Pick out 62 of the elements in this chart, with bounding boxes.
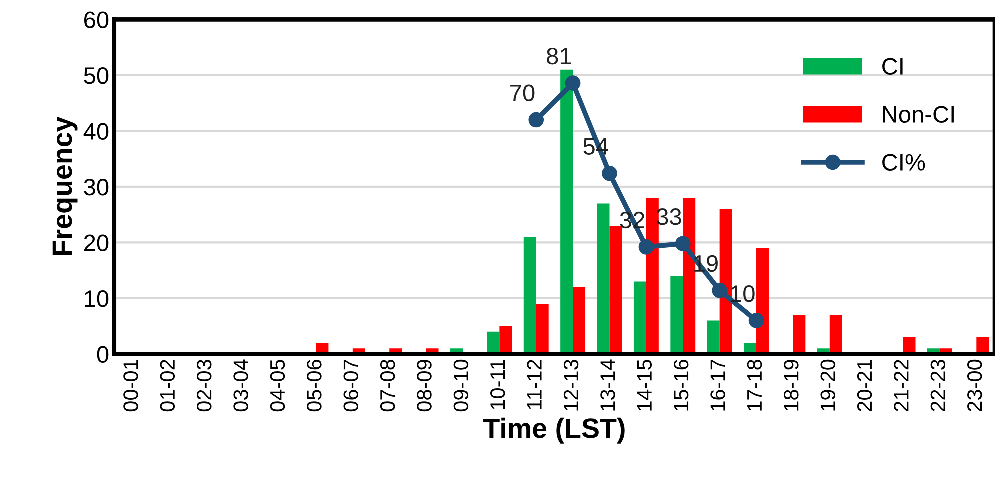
x-tick-label: 00-01 <box>124 360 138 412</box>
y-tick-label: 30 <box>84 179 109 196</box>
x-tick-label: 05-06 <box>307 360 322 412</box>
x-tick-label: 14-15 <box>637 360 652 411</box>
x-tick-label: 02-03 <box>196 360 212 412</box>
x-tick-label: 07-08 <box>380 360 396 412</box>
x-tick-label: 08-09 <box>417 360 432 412</box>
x-tick-label: 21-22 <box>894 360 909 412</box>
x-tick-label: 11-12 <box>527 360 542 410</box>
x-tick-label: 15-16 <box>674 360 689 411</box>
x-tick-label: 09-10 <box>454 360 469 412</box>
x-tick-label: 17-18 <box>747 360 762 411</box>
x-tick-label: 16-17 <box>710 360 726 411</box>
bar <box>560 70 574 354</box>
point <box>602 166 618 182</box>
point <box>748 313 764 328</box>
x-axis-title: Time (LST) <box>484 418 625 444</box>
y-tick-label: 50 <box>84 68 109 84</box>
bar <box>646 198 659 354</box>
x-tick-label: 23-00 <box>967 360 982 412</box>
point <box>712 283 728 298</box>
bar <box>756 248 769 354</box>
point <box>675 236 691 252</box>
point <box>565 76 581 91</box>
bar <box>487 332 500 354</box>
x-tick-label: 06-07 <box>344 360 359 412</box>
bar <box>610 226 622 354</box>
bar <box>793 315 806 354</box>
point <box>638 240 654 255</box>
point <box>528 112 544 128</box>
x-tick-label: 13-14 <box>600 360 616 411</box>
legend-label: Non-CI <box>883 106 954 123</box>
x-tick-label: 12-13 <box>564 360 579 411</box>
x-tick-label: 20-21 <box>857 360 872 412</box>
bar <box>524 237 536 354</box>
bar <box>830 315 842 354</box>
x-tick-label: 19-20 <box>820 360 836 411</box>
y-tick-label: 0 <box>97 346 109 364</box>
bar <box>683 198 696 354</box>
bar <box>536 304 549 354</box>
y-tick-label: 20 <box>84 234 109 252</box>
data-label: 70 <box>510 84 535 102</box>
bar <box>597 204 610 354</box>
y-axis-title: Frequency <box>52 116 78 256</box>
x-tick-label: 18-19 <box>784 360 799 411</box>
bar <box>670 276 684 354</box>
x-tick-label: 01-02 <box>160 360 176 412</box>
y-tick-label: 10 <box>85 290 109 308</box>
data-label: 81 <box>547 48 572 65</box>
x-tick-label: 22-23 <box>930 360 946 412</box>
bar <box>573 287 586 354</box>
bar <box>720 209 732 354</box>
y-tick-label: 60 <box>84 12 109 28</box>
x-tick-label: 04-05 <box>270 360 286 412</box>
bar <box>634 282 646 354</box>
x-tick-label: 10-11 <box>490 360 506 410</box>
legend-label: CI <box>882 58 903 75</box>
y-tick-label: 40 <box>84 123 109 140</box>
legend-label: CI% <box>882 154 926 171</box>
bar <box>500 326 512 354</box>
bar <box>707 320 720 354</box>
x-tick-label: 03-04 <box>234 360 248 412</box>
